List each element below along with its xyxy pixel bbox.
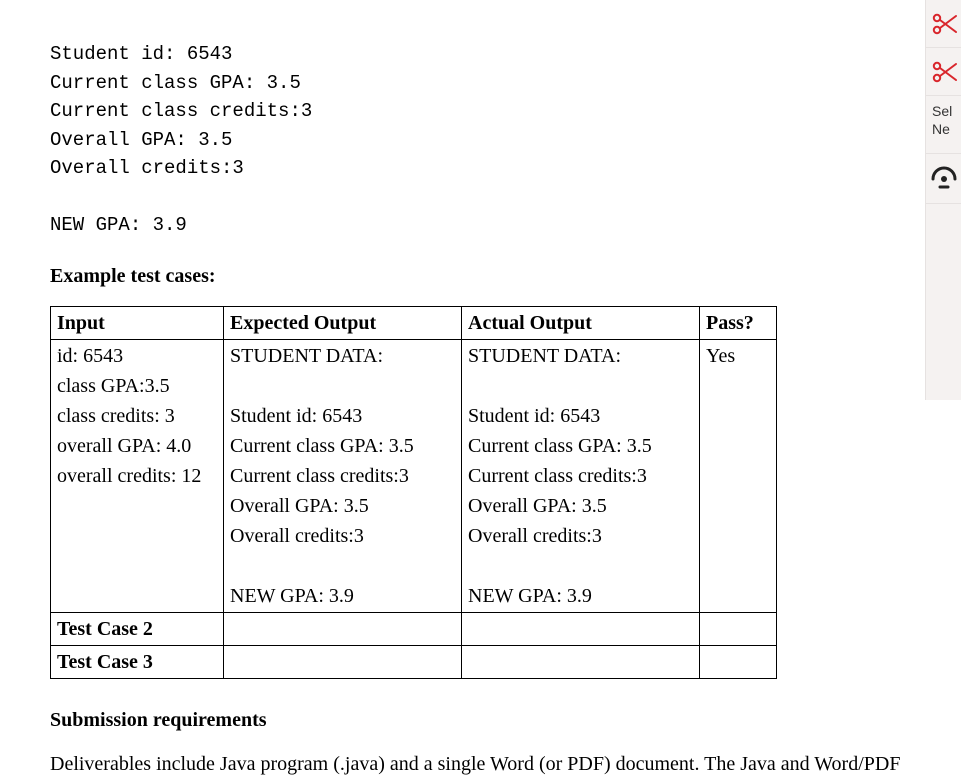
toolbar-button[interactable] — [926, 0, 961, 48]
cell-empty — [700, 645, 777, 678]
cell-expected: STUDENT DATA: Student id: 6543 Current c… — [224, 339, 462, 612]
submission-requirements-heading: Submission requirements — [50, 709, 911, 732]
toolbar-button[interactable]: Sel Ne — [926, 96, 961, 154]
cell-empty — [224, 612, 462, 645]
toolbar-label: Sel Ne — [930, 102, 952, 138]
col-header-input: Input — [51, 306, 224, 339]
cell-empty — [224, 645, 462, 678]
cell-pass: Yes — [700, 339, 777, 612]
toolbar-label-line: Sel — [932, 103, 952, 119]
col-header-actual: Actual Output — [462, 306, 700, 339]
table-row: Test Case 3 — [51, 645, 777, 678]
col-header-expected: Expected Output — [224, 306, 462, 339]
toolbar-button[interactable] — [926, 154, 961, 204]
toolbar-button[interactable] — [926, 48, 961, 96]
toolbar-label-line: Ne — [932, 121, 950, 137]
cell-empty — [462, 612, 700, 645]
code-output-block: Student id: 6543 Current class GPA: 3.5 … — [50, 40, 911, 240]
cell-actual: STUDENT DATA: Student id: 6543 Current c… — [462, 339, 700, 612]
table-row: id: 6543 class GPA:3.5 class credits: 3 … — [51, 339, 777, 612]
dash-circle-icon — [930, 165, 958, 193]
document-page: Student id: 6543 Current class GPA: 3.5 … — [0, 0, 961, 784]
right-toolbar: Sel Ne — [925, 0, 961, 400]
scissors-icon — [930, 58, 958, 86]
example-test-cases-heading: Example test cases: — [50, 265, 911, 288]
cell-empty — [462, 645, 700, 678]
toolbar-spacer — [926, 204, 961, 216]
cell-input: id: 6543 class GPA:3.5 class credits: 3 … — [51, 339, 224, 612]
body-paragraph: Deliverables include Java program (.java… — [50, 750, 911, 784]
col-header-pass: Pass? — [700, 306, 777, 339]
cell-testcase-label: Test Case 3 — [51, 645, 224, 678]
scissors-icon — [930, 10, 958, 38]
cell-testcase-label: Test Case 2 — [51, 612, 224, 645]
test-cases-table: Input Expected Output Actual Output Pass… — [50, 306, 777, 679]
table-row: Test Case 2 — [51, 612, 777, 645]
cell-empty — [700, 612, 777, 645]
table-header-row: Input Expected Output Actual Output Pass… — [51, 306, 777, 339]
